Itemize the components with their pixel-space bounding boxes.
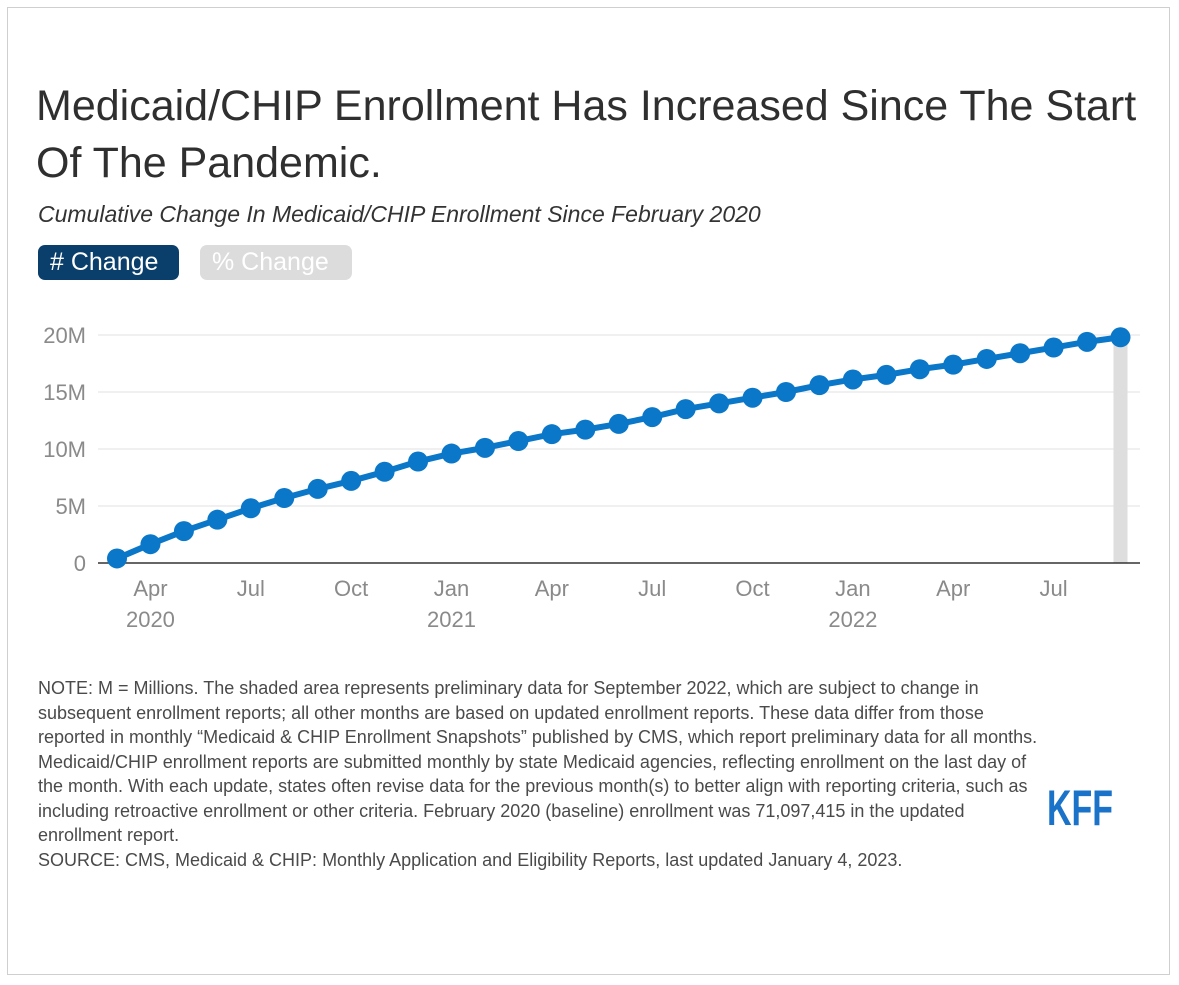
x-tick-label: Apr xyxy=(535,576,569,601)
data-point xyxy=(876,364,897,385)
data-point xyxy=(307,478,328,499)
preliminary-shade xyxy=(1113,337,1128,563)
data-point xyxy=(240,498,261,519)
x-tick-label: Jan xyxy=(835,576,870,601)
data-point xyxy=(508,431,529,452)
data-point xyxy=(776,382,796,402)
x-tick-year-label: 2022 xyxy=(828,607,877,632)
note-text: NOTE: M = Millions. The shaded area repr… xyxy=(38,678,1038,845)
data-point xyxy=(207,509,228,530)
y-tick-label: 0 xyxy=(74,551,86,576)
data-point xyxy=(107,548,127,569)
data-point xyxy=(474,437,495,458)
x-tick-label: Oct xyxy=(735,576,769,601)
data-point xyxy=(541,424,562,445)
y-tick-label: 5M xyxy=(55,494,86,519)
data-point xyxy=(909,359,930,380)
data-point xyxy=(575,419,596,440)
data-point xyxy=(140,534,161,555)
data-point xyxy=(675,399,696,420)
series-change xyxy=(107,327,1131,569)
x-tick-year-label: 2021 xyxy=(427,607,476,632)
x-tick-label: Apr xyxy=(936,576,970,601)
data-point xyxy=(173,521,194,542)
data-point xyxy=(842,369,863,390)
data-point xyxy=(441,443,462,464)
x-tick-label: Jul xyxy=(1040,576,1068,601)
kff-logo-text: KFF xyxy=(1047,783,1113,831)
x-axis: Apr 2020 Jul Oct Jan 2021 Apr Jul Oct Jan 2022 Apr J… xyxy=(98,562,1140,632)
x-tick-label: Jan xyxy=(434,576,469,601)
chart-title: Medicaid/CHIP Enrollment Has Increased S… xyxy=(36,82,1137,187)
x-tick-year-label: 2020 xyxy=(126,607,175,632)
data-point xyxy=(274,488,295,509)
data-point xyxy=(341,470,362,491)
data-point xyxy=(642,407,663,428)
kff-logo: KFF xyxy=(1047,783,1113,831)
data-point xyxy=(943,354,964,375)
data-point xyxy=(1110,327,1131,348)
x-tick-label: Jul xyxy=(237,576,265,601)
chart-subtitle: Cumulative Change In Medicaid/CHIP Enrol… xyxy=(38,201,761,227)
data-point xyxy=(709,393,730,414)
chart-notes: NOTE: M = Millions. The shaded area repr… xyxy=(38,676,1038,872)
line-chart: 0 5M 10M 15M 20M Apr 2020 Jul Oct Jan 2021 Apr Jul O… xyxy=(43,323,1140,632)
percent-change-toggle[interactable]: % Change xyxy=(200,245,352,280)
y-axis: 0 5M 10M 15M 20M xyxy=(43,323,86,576)
series-line xyxy=(114,334,1124,562)
y-tick-label: 15M xyxy=(43,380,86,405)
y-tick-label: 20M xyxy=(43,323,86,348)
chart-card xyxy=(7,7,1170,975)
number-change-toggle[interactable]: # Change xyxy=(38,245,179,280)
data-point xyxy=(408,451,429,472)
data-point xyxy=(976,348,997,369)
data-point xyxy=(1010,343,1031,364)
x-tick-label: Jul xyxy=(638,576,666,601)
data-point xyxy=(809,375,830,396)
source-text: SOURCE: CMS, Medicaid & CHIP: Monthly Ap… xyxy=(38,849,903,870)
data-point xyxy=(1043,337,1064,358)
gridlines xyxy=(98,334,1140,507)
preliminary-shade-bar xyxy=(1113,337,1128,563)
data-point xyxy=(742,387,763,408)
data-point xyxy=(608,413,629,434)
x-tick-label: Apr xyxy=(133,576,167,601)
data-point xyxy=(374,461,395,482)
data-point xyxy=(1077,331,1098,352)
x-tick-label: Oct xyxy=(334,576,368,601)
y-tick-label: 10M xyxy=(43,437,86,462)
